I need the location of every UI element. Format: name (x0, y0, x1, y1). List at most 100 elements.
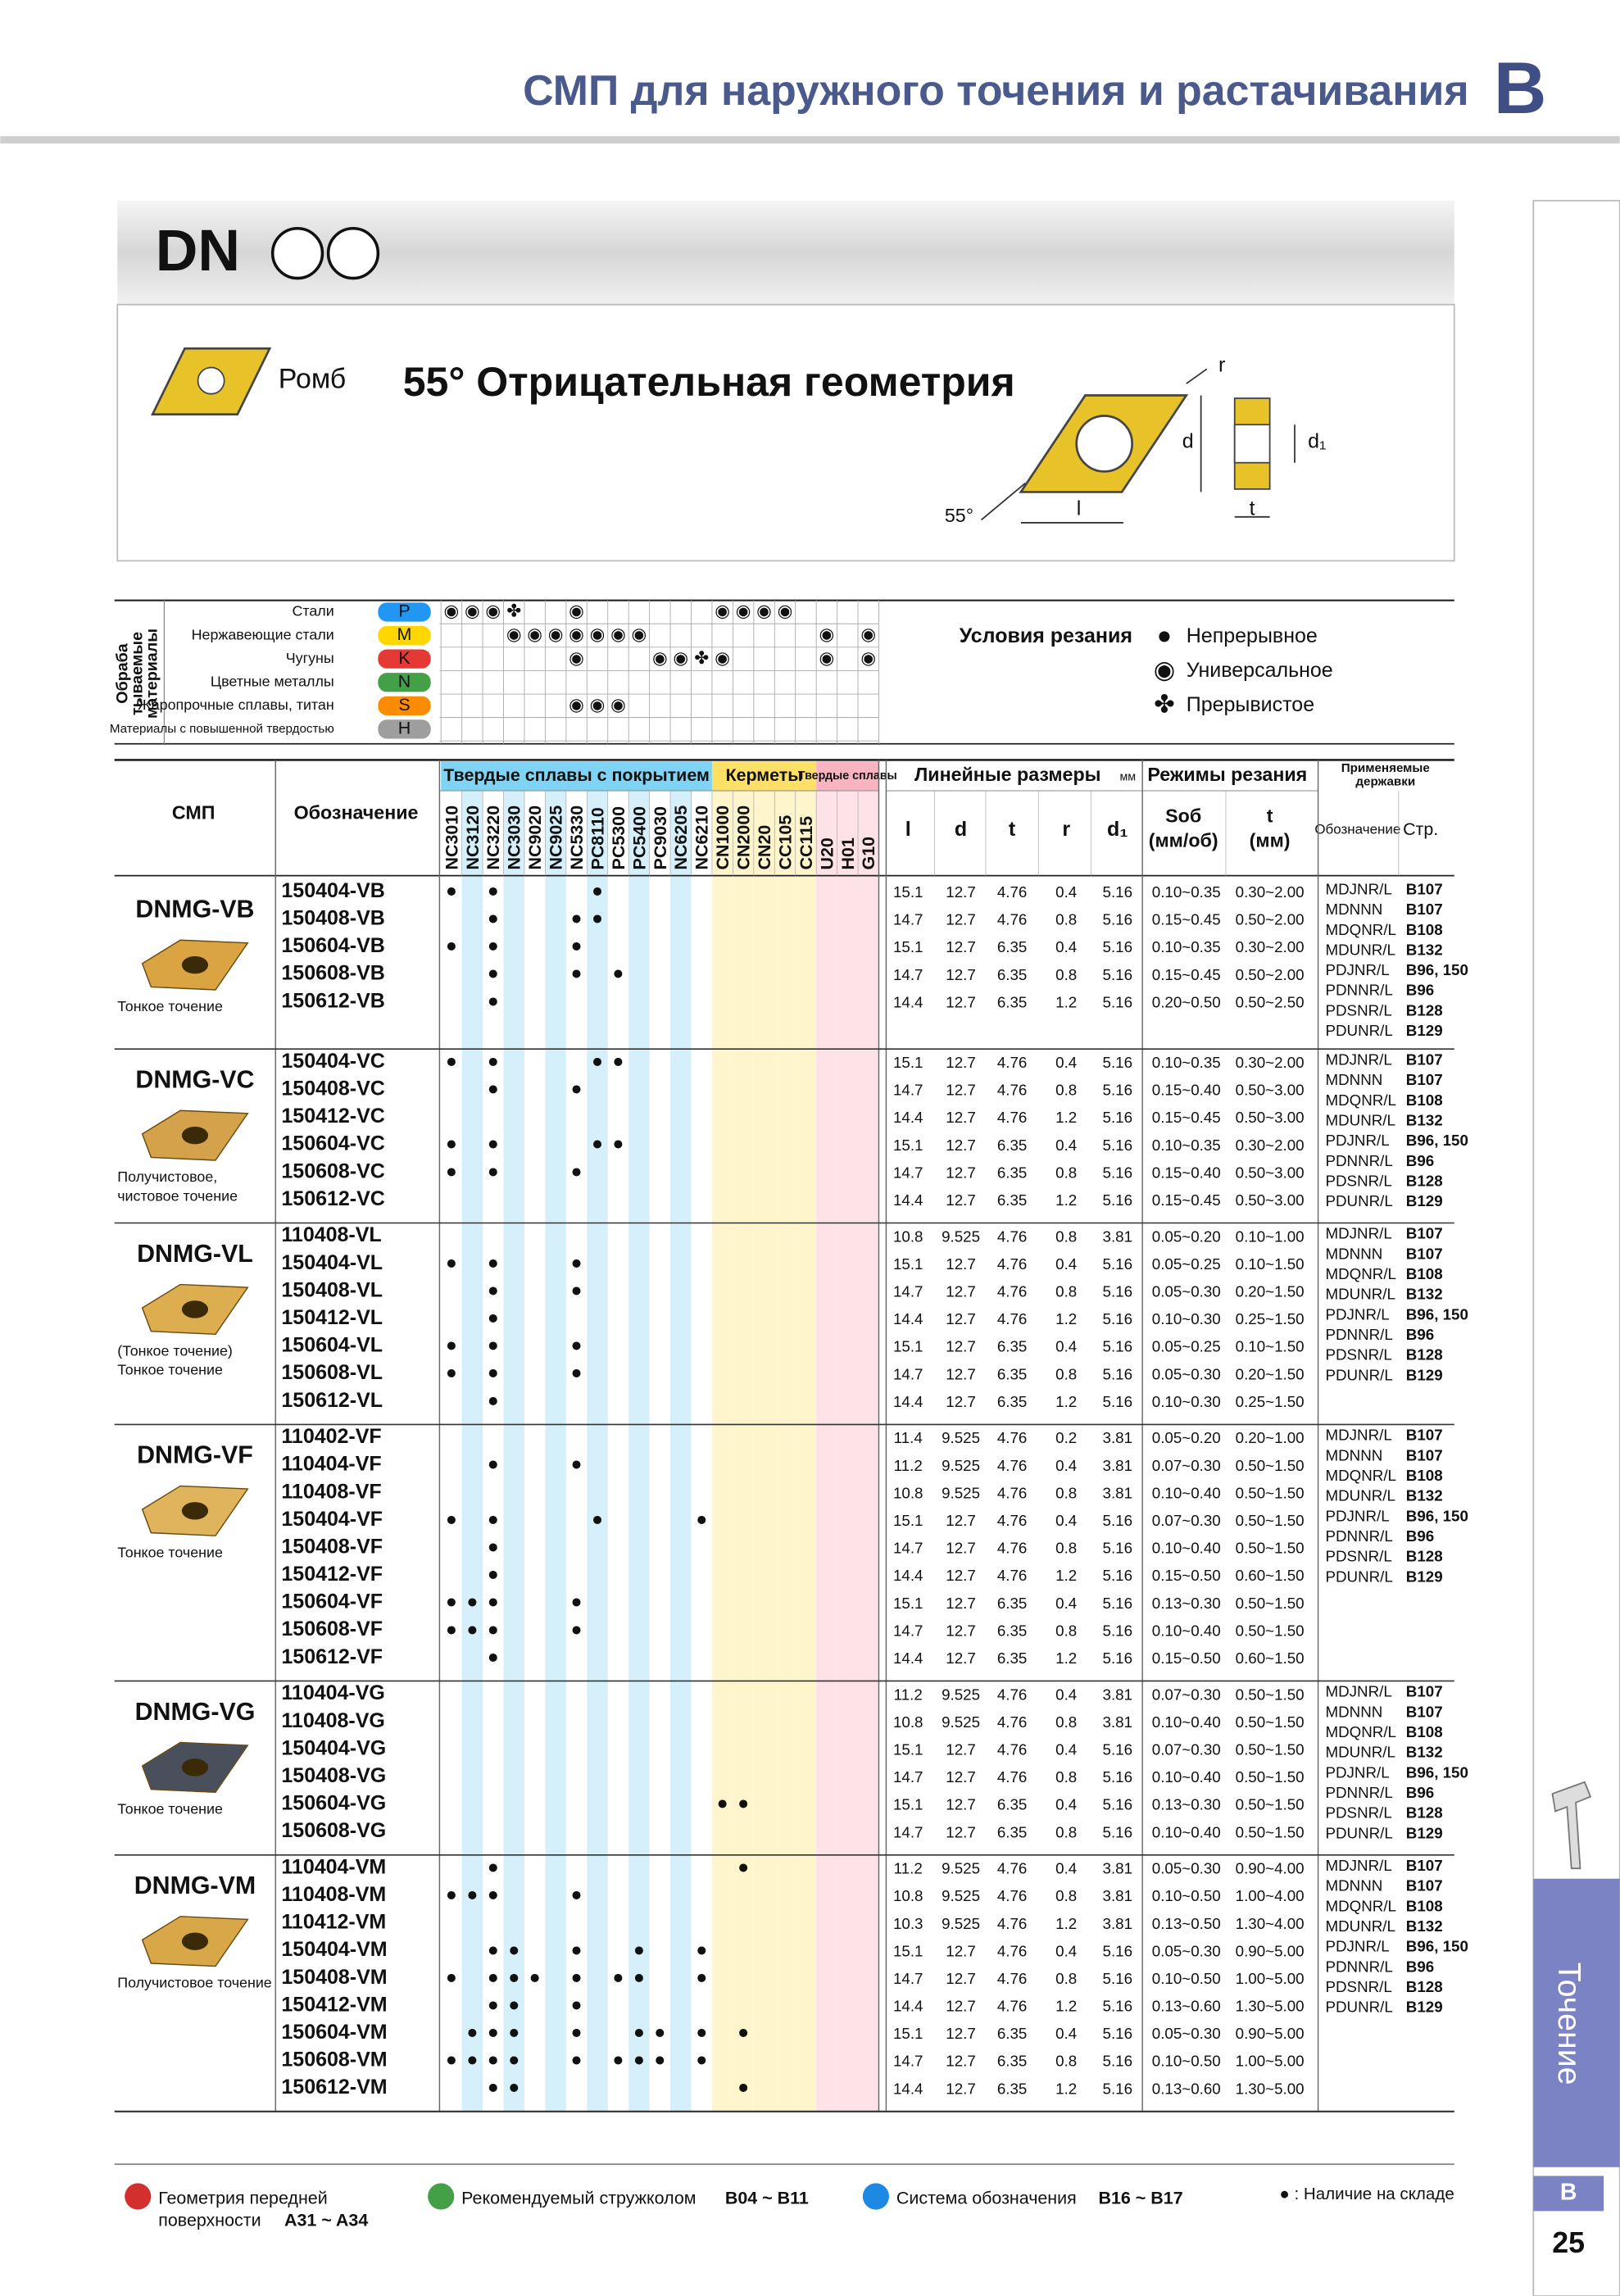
insert-code: 150604-VC (281, 1132, 384, 1155)
insert-code: 110402-VF (281, 1425, 381, 1448)
feed-range: 0.07~0.30 (1152, 1457, 1221, 1474)
stock-dot: ● (737, 2076, 749, 2098)
dimension-lines (981, 368, 1296, 524)
footer-icon (428, 2183, 455, 2210)
dimension: 0.8 (1055, 1768, 1077, 1786)
depth-range: 0.50~1.50 (1236, 1768, 1305, 1786)
depth-range: 1.30~5.00 (1236, 2080, 1305, 2097)
grade-name: PC5400 (629, 806, 649, 870)
grade-name: U20 (817, 837, 837, 869)
material-mark: ◉ (860, 624, 876, 644)
dimension: 0.4 (1055, 1512, 1077, 1529)
stock-dot: ● (446, 935, 457, 956)
insert-side-hole (1233, 424, 1271, 464)
feed-range: 0.10~0.35 (1152, 1054, 1221, 1071)
material-mark: ✤ (694, 648, 709, 668)
stock-dot: ● (488, 1362, 499, 1383)
holder-code: MDNNN (1326, 1877, 1383, 1894)
stock-dot: ● (488, 962, 499, 983)
holder-page: B129 (1406, 1824, 1443, 1841)
condition-symbol: ● (1157, 622, 1172, 649)
feed-range: 0.10~0.50 (1152, 1970, 1221, 1987)
holder-page: B96, 150 (1406, 1938, 1468, 1955)
dimension: 3.81 (1103, 1429, 1133, 1446)
feed-range: 0.15~0.45 (1152, 1191, 1221, 1209)
dimension: 12.7 (946, 1338, 976, 1355)
insert-code: 150608-VG (281, 1819, 386, 1842)
stock-dot: ● (592, 1050, 603, 1071)
dimension: 0.4 (1055, 1457, 1077, 1474)
stock-dot: ● (571, 907, 583, 928)
grade-column-tint (545, 790, 566, 2112)
insert-image-hole (181, 955, 209, 974)
depth-range: 0.50~1.50 (1236, 1595, 1305, 1612)
series-name: DNMG-VC (135, 1067, 254, 1094)
stock-dot: ● (737, 2021, 749, 2043)
stock-dot: ● (488, 1508, 499, 1529)
feed-range: 0.10~0.50 (1152, 2053, 1221, 2070)
holder-page: B107 (1406, 1683, 1443, 1700)
grade-group-header (711, 761, 817, 791)
iso-letter: H (398, 719, 411, 738)
holder-code: MDUNR/L (1326, 1744, 1395, 1761)
footer-link-text: Система обозначения (896, 2189, 1077, 2208)
grade-name: H01 (838, 837, 858, 869)
insert-code: 150604-VG (281, 1792, 386, 1815)
page-number: 25 (1552, 2226, 1585, 2259)
header-dim: d₁ (1107, 818, 1128, 841)
stock-dot: ● (592, 879, 603, 901)
insert-image-hole (181, 1502, 209, 1520)
stock-dot: ● (571, 1994, 583, 2015)
insert-code: 150608-VL (281, 1361, 383, 1384)
holder-code: MDUNR/L (1326, 1111, 1395, 1128)
dimension: 12.7 (946, 1796, 976, 1813)
dimension: 9.525 (942, 1713, 980, 1731)
dimension: 4.76 (997, 1740, 1028, 1758)
holder-code: MDQNR/L (1326, 1467, 1396, 1484)
grade-column-tint (587, 790, 608, 2112)
feed-range: 0.13~0.50 (1152, 1915, 1221, 1932)
dimension: 6.35 (997, 1622, 1028, 1639)
depth-range: 0.30~2.00 (1236, 883, 1305, 901)
stock-dot: ● (654, 2049, 665, 2070)
dimension: 12.7 (946, 1255, 976, 1273)
dimension: 4.76 (997, 1283, 1028, 1300)
dimension: 5.16 (1103, 966, 1133, 983)
dimension: 12.7 (946, 883, 976, 901)
insert-code: 110408-VF (281, 1480, 381, 1503)
material-name: Материалы с повышенной твердостью (110, 722, 334, 736)
holder-page: B107 (1406, 1446, 1443, 1463)
holder-code: PDJNR/L (1326, 1132, 1390, 1149)
insert-code: 150612-VM (281, 2076, 387, 2099)
feed-range: 0.10~0.50 (1152, 1887, 1221, 1904)
grade-name: NC5330 (567, 805, 587, 870)
holder-code: MDQNR/L (1326, 1723, 1396, 1740)
depth-range: 1.30~5.00 (1236, 1998, 1305, 2015)
side-section: B (1560, 2179, 1577, 2205)
feed-range: 0.10~0.40 (1152, 1622, 1221, 1639)
dimension: 10.8 (893, 1227, 923, 1245)
stock-dot: ● (488, 879, 499, 901)
dimension: 12.7 (946, 1595, 976, 1612)
stock-dot: ● (717, 1792, 728, 1813)
dimension: 14.4 (893, 1567, 923, 1584)
dimension: 0.8 (1055, 2053, 1077, 2070)
holder-code: PDUNR/L (1326, 1366, 1393, 1383)
stock-dot: ● (466, 2021, 478, 2043)
stock-dot: ● (612, 1132, 624, 1154)
condition-label: Универсальное (1187, 659, 1333, 682)
stock-dot: ● (446, 1508, 457, 1529)
grade-column-tint (503, 790, 524, 2112)
dimension: 5.16 (1103, 883, 1133, 901)
dimension: 6.35 (997, 993, 1028, 1010)
dimension: 5.16 (1103, 1649, 1133, 1667)
dimension: 12.7 (946, 993, 976, 1010)
material-mark: ◉ (465, 601, 480, 621)
insert-code: 150612-VL (281, 1389, 383, 1412)
holder-page: B96 (1406, 1958, 1434, 1975)
dimension: 3.81 (1103, 1887, 1133, 1904)
dimension: 6.35 (997, 1796, 1028, 1813)
dimension: 6.35 (997, 2025, 1028, 2042)
stock-dot: ● (571, 1362, 583, 1383)
depth-range: 0.50~1.50 (1236, 1686, 1305, 1703)
